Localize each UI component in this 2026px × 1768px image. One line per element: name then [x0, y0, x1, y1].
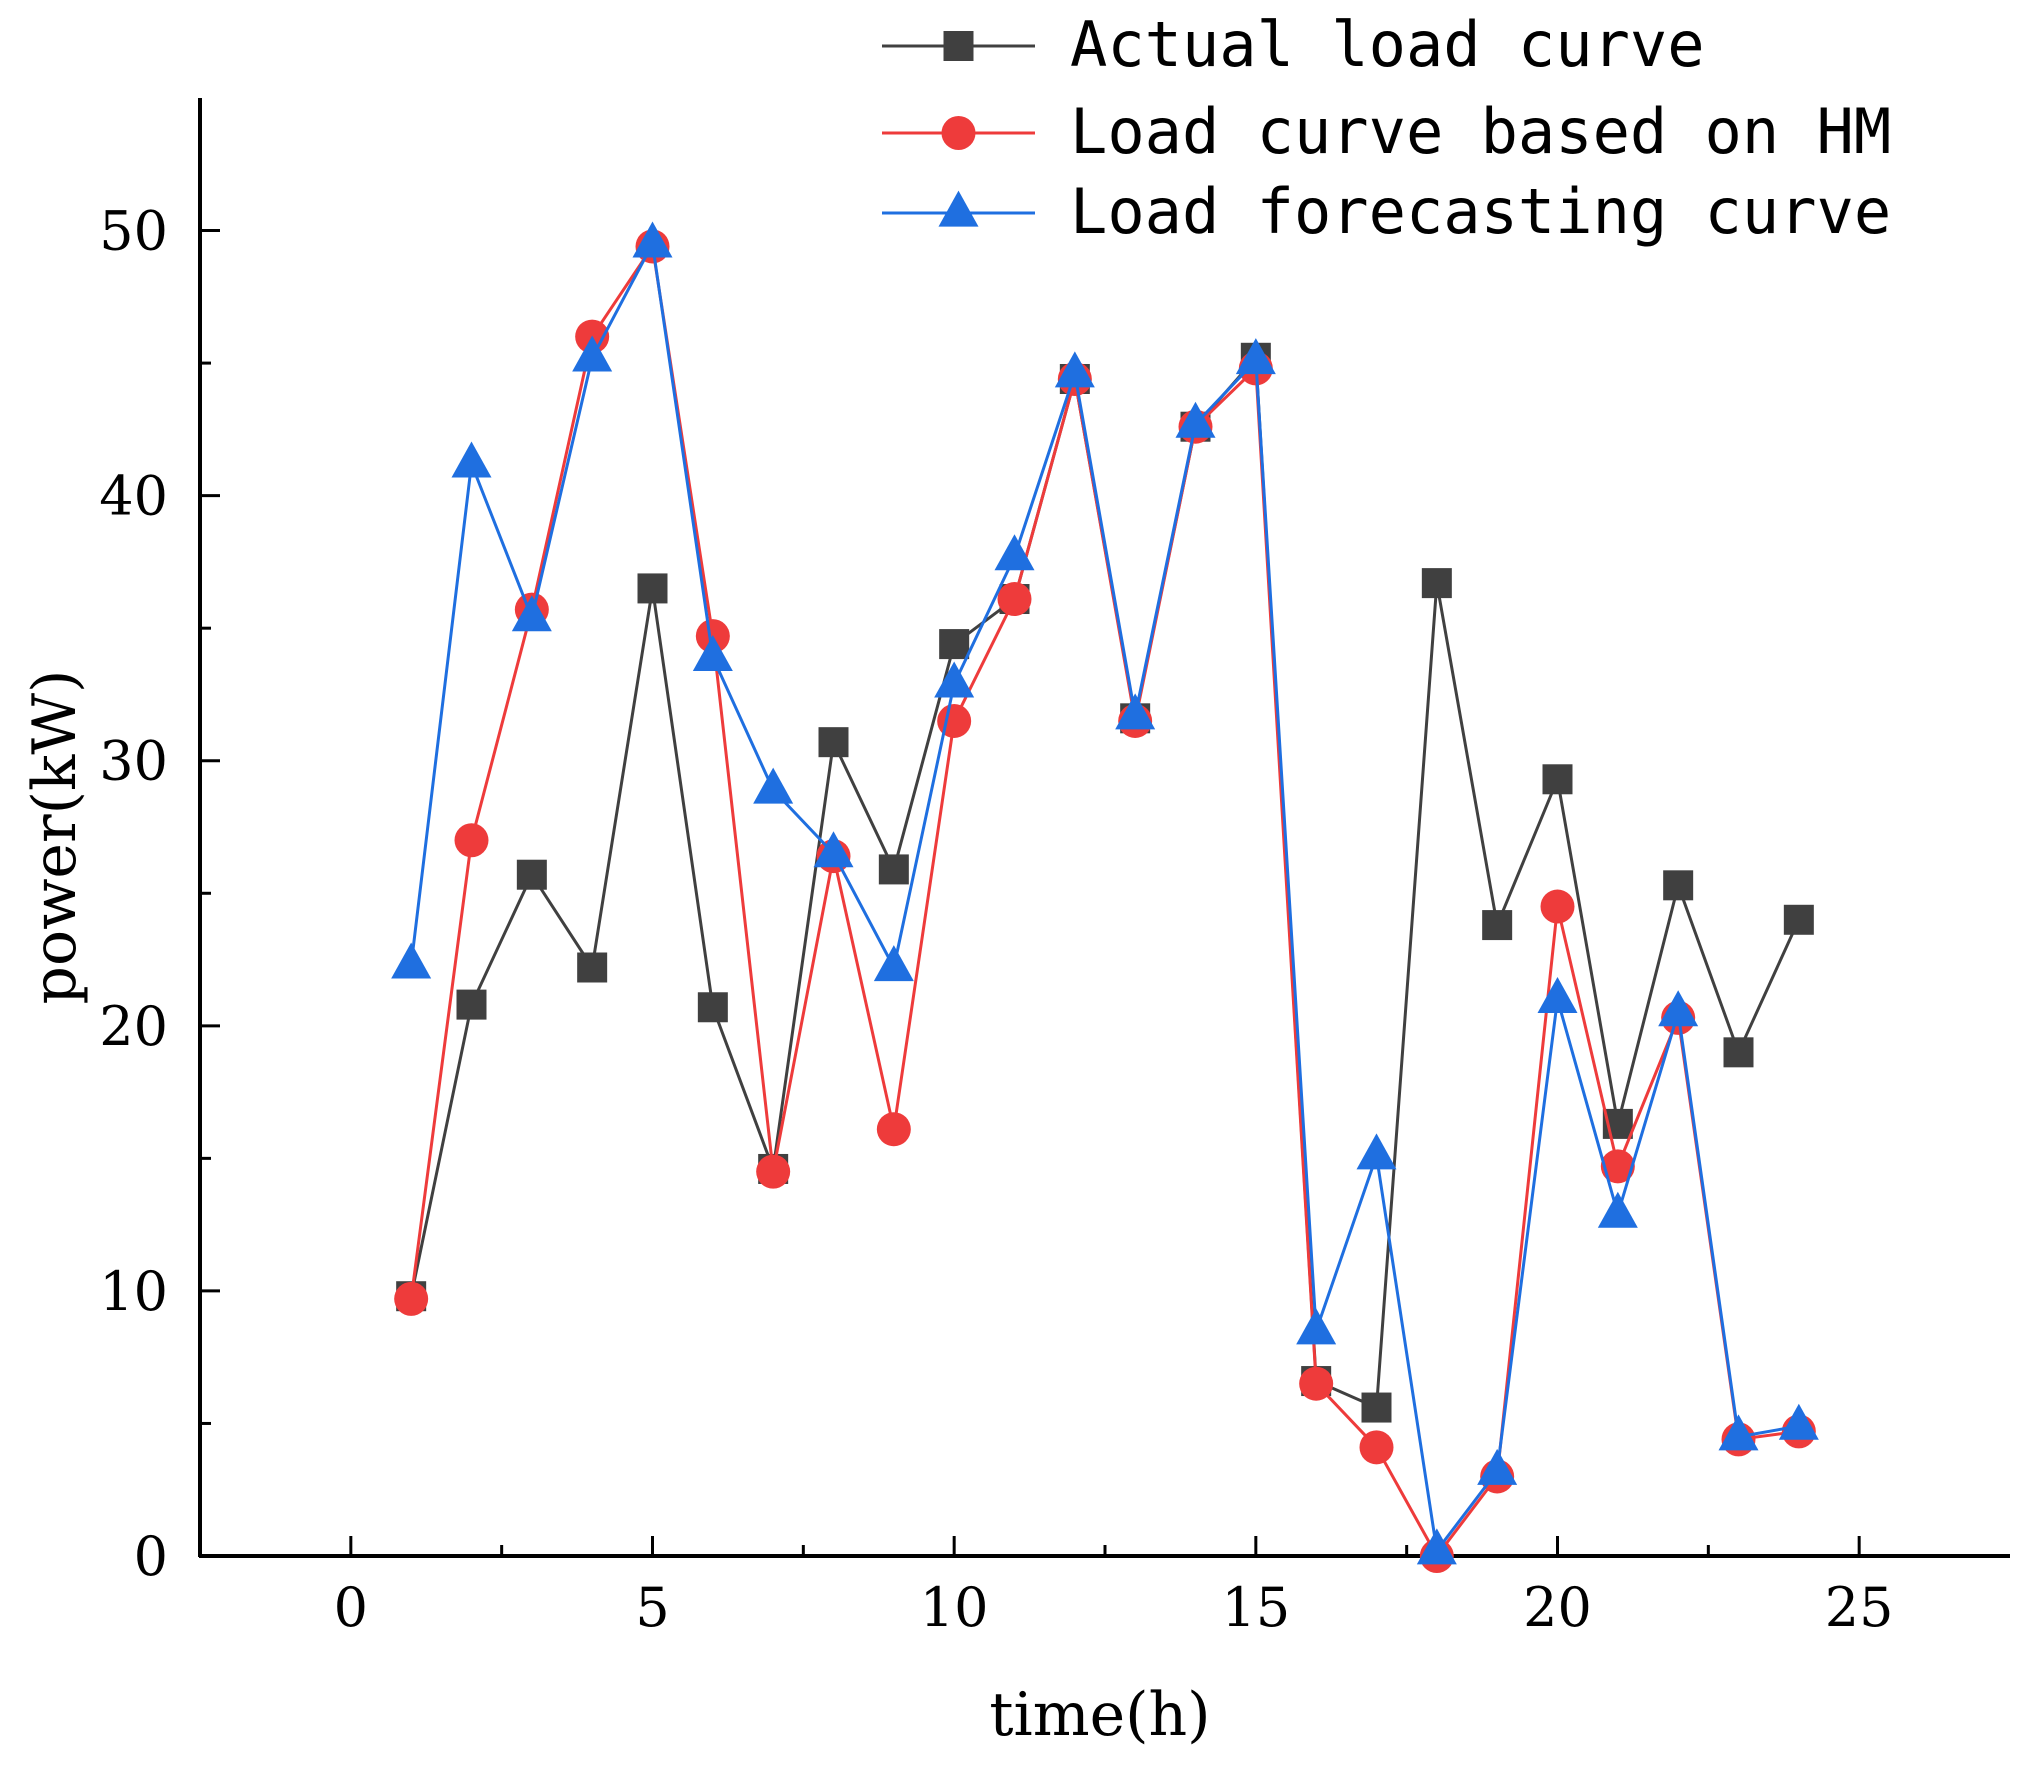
series-3 [391, 221, 1819, 1565]
data-point [1175, 401, 1216, 438]
data-point [1663, 870, 1694, 901]
data-point [632, 221, 673, 258]
series-2 [394, 229, 1816, 1573]
data-point [934, 661, 975, 698]
legend-label: Actual load curve [1070, 8, 1705, 81]
data-point [516, 859, 547, 890]
data-point [456, 989, 487, 1020]
y-tick-label: 20 [99, 995, 168, 1058]
y-tick-label: 40 [99, 465, 168, 528]
data-point [1658, 990, 1699, 1027]
data-point [1421, 568, 1452, 599]
data-point [572, 335, 613, 372]
series-line [409, 354, 1801, 1410]
legend-marker [938, 190, 979, 227]
x-tick-label: 25 [1825, 1576, 1894, 1639]
legend-label: Load forecasting curve [1070, 175, 1891, 248]
axes: 0 5 10 15 20 25 0 10 20 30 40 50 [99, 98, 2010, 1639]
data-point [1477, 1448, 1518, 1485]
data-point [697, 992, 728, 1023]
data-point [454, 823, 489, 858]
y-axis-title: power(kW) [20, 670, 90, 1005]
series-line [409, 239, 1800, 1555]
x-tick-label: 10 [920, 1576, 989, 1639]
x-tick-label: 15 [1221, 1576, 1290, 1639]
data-point [1296, 1308, 1337, 1345]
data-point [1600, 1149, 1635, 1184]
legend-marker [943, 31, 974, 61]
legend: Actual load curve Load curve based on HML… [882, 8, 1891, 248]
legend-item: Actual load curve [882, 8, 1705, 81]
data-point [451, 441, 492, 478]
data-point [391, 942, 432, 979]
x-tick-label: 0 [334, 1576, 368, 1639]
legend-item: Load forecasting curve [882, 175, 1891, 248]
legend-item: Load curve based on HM [882, 95, 1891, 168]
data-point [1540, 889, 1575, 924]
y-tick-label: 10 [99, 1260, 168, 1323]
data-point [577, 952, 608, 983]
data-point [994, 534, 1035, 571]
y-tick-label: 50 [99, 200, 168, 263]
series-1 [396, 342, 1814, 1423]
data-point [1542, 764, 1573, 795]
x-tick-label: 20 [1523, 1576, 1592, 1639]
legend-marker [941, 116, 976, 150]
data-point [1537, 976, 1578, 1013]
data-point [1299, 1366, 1334, 1401]
data-point [1235, 338, 1276, 375]
data-point [394, 1281, 429, 1316]
legend-label: Load curve based on HM [1070, 95, 1891, 168]
data-point [1359, 1430, 1394, 1465]
data-point [511, 595, 552, 632]
y-tick-label: 30 [99, 730, 168, 793]
data-point [1054, 351, 1095, 388]
data-point [997, 582, 1032, 617]
data-point [813, 831, 854, 868]
data-point [756, 1154, 791, 1189]
data-point [1597, 1191, 1638, 1228]
series-line [409, 242, 1800, 1559]
x-tick-label: 5 [635, 1576, 669, 1639]
data-point [1723, 1037, 1754, 1068]
x-axis-title: time(h) [989, 1680, 1210, 1750]
data-point [1783, 904, 1814, 935]
data-point [753, 767, 794, 804]
series-layer [391, 221, 1819, 1573]
data-point [873, 945, 914, 982]
data-point [1482, 910, 1513, 941]
data-point [818, 727, 849, 758]
data-point [692, 635, 733, 672]
data-point [1356, 1133, 1397, 1170]
y-tick-label: 0 [134, 1525, 168, 1588]
data-point [1115, 693, 1156, 730]
data-point [1778, 1403, 1819, 1440]
data-point [876, 1112, 911, 1147]
data-point [637, 573, 668, 604]
data-point [1361, 1392, 1392, 1423]
data-point [1718, 1414, 1759, 1451]
data-point [878, 854, 909, 885]
data-point [939, 629, 970, 660]
data-point [1416, 1528, 1457, 1565]
